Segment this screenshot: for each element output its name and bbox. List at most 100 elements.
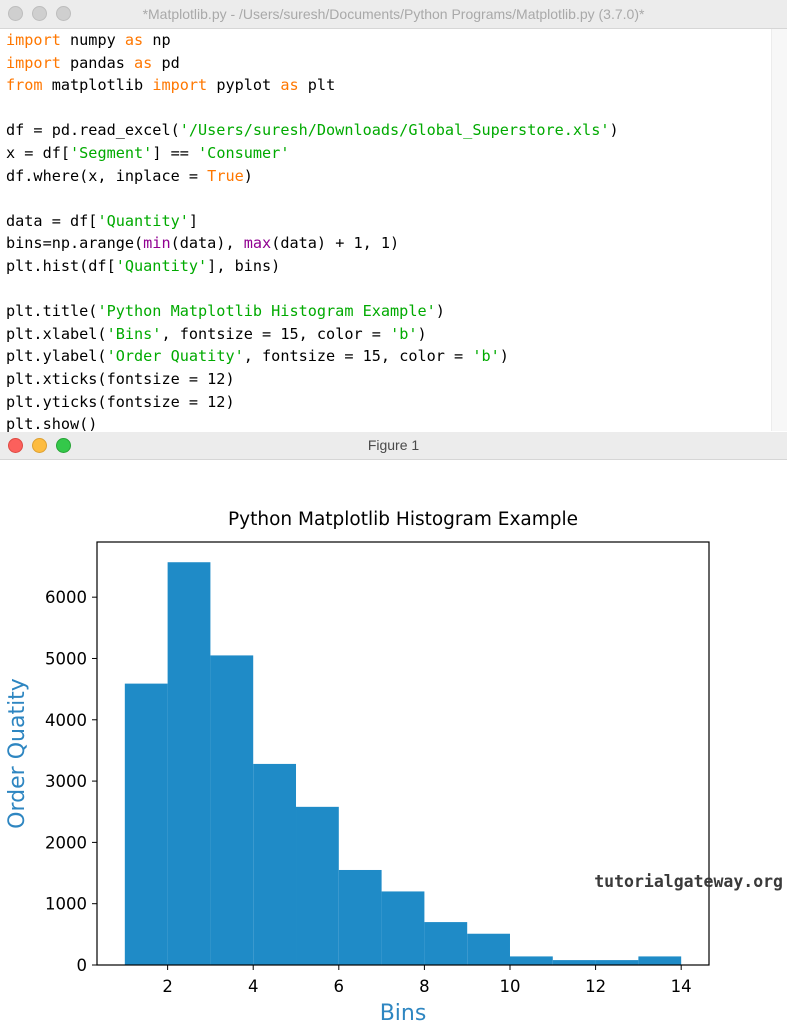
x-tick-label: 10 (499, 977, 520, 996)
code-token: data = df[ (6, 211, 98, 230)
histogram-bar (124, 683, 168, 965)
code-token: ] == (152, 143, 199, 162)
code-token-str: 'Segment' (70, 143, 153, 162)
code-editor[interactable]: import numpy as np import pandas as pd fro… (6, 29, 771, 433)
code-line[interactable]: df = pd.read_excel('/Users/suresh/Downlo… (6, 119, 771, 142)
window-controls (8, 6, 71, 21)
idle-editor-window: *Matplotlib.py - /Users/suresh/Documents… (0, 0, 787, 433)
x-tick-label: 14 (671, 977, 692, 996)
code-token: np (143, 31, 171, 49)
figure-window-title: Figure 1 (367, 437, 420, 453)
x-tick-label: 4 (248, 977, 259, 996)
code-line[interactable]: data = df['Quantity'] (6, 210, 771, 233)
figure-close-button[interactable] (8, 438, 23, 453)
histogram-bar (595, 960, 639, 965)
code-line[interactable] (6, 187, 771, 210)
code-line[interactable]: plt.xlabel('Bins', fontsize = 15, color … (6, 323, 771, 346)
code-line[interactable]: import pandas as pd (6, 52, 771, 75)
code-token: plt.title( (6, 302, 98, 321)
code-token: , fontsize = 15, color = (161, 324, 391, 343)
plot-frame (96, 541, 710, 966)
editor-window-title: *Matplotlib.py - /Users/suresh/Documents… (142, 6, 645, 22)
code-token: ], bins) (207, 256, 281, 275)
histogram-bar (167, 562, 211, 965)
code-line[interactable]: plt.ylabel('Order Quatity', fontsize = 1… (6, 345, 771, 368)
y-tick-label: 0 (77, 956, 88, 975)
code-token-str: 'Quantity' (97, 211, 189, 230)
code-token-str: 'Quantity' (115, 256, 208, 275)
y-tick-label: 3000 (45, 772, 87, 791)
code-token: numpy (60, 31, 125, 49)
code-token-str: 'Bins' (106, 324, 162, 343)
x-tick-label: 12 (585, 977, 606, 996)
code-token: matplotlib (42, 76, 153, 95)
minimize-button[interactable] (32, 6, 47, 21)
x-tick-label: 8 (419, 977, 430, 996)
code-token: , fontsize = 15, color = (243, 347, 473, 366)
figure-title-bar[interactable]: Figure 1 (0, 432, 787, 460)
histogram-bar (509, 956, 553, 965)
code-line[interactable]: plt.yticks(fontsize = 12) (6, 391, 771, 414)
code-token-str: 'Consumer' (198, 143, 290, 162)
histogram-bar (381, 891, 425, 965)
code-token: (data) + 1, 1) (271, 234, 400, 253)
histogram-bar (296, 806, 339, 965)
code-line[interactable]: df.where(x, inplace = True) (6, 165, 771, 188)
code-token-kw: as (124, 31, 144, 49)
editor-title-bar[interactable]: *Matplotlib.py - /Users/suresh/Documents… (0, 0, 787, 29)
histogram-bar (552, 960, 596, 965)
code-token: bins=np.arange( (6, 234, 144, 253)
code-line[interactable] (6, 278, 771, 301)
code-line[interactable]: plt.xticks(fontsize = 12) (6, 368, 771, 391)
code-token: df = pd.read_excel( (6, 121, 180, 140)
code-token-kw: import (6, 53, 61, 72)
code-token: ) (609, 121, 619, 140)
histogram-bar (338, 869, 382, 965)
figure-window: Figure 1 2 4 6 8 10 12 14 0 1000 2000 3000 4000 5000… (0, 432, 787, 1024)
code-token: ) (417, 324, 427, 343)
close-button[interactable] (8, 6, 23, 21)
figure-minimize-button[interactable] (32, 438, 47, 453)
code-line[interactable]: bins=np.arange(min(data), max(data) + 1,… (6, 232, 771, 255)
code-token: plt (298, 76, 336, 95)
code-token-kw: import (6, 31, 61, 49)
x-tick-label: 2 (162, 977, 173, 996)
code-line[interactable]: plt.hist(df['Quantity'], bins) (6, 255, 771, 278)
code-token: pyplot (207, 76, 281, 95)
code-token: plt.ylabel( (6, 347, 107, 366)
histogram-bar (467, 933, 510, 965)
code-token-kw: True (207, 166, 244, 185)
code-token: df.where(x, inplace = (6, 166, 208, 185)
y-tick-label: 2000 (45, 833, 87, 852)
code-token-str: 'b' (390, 324, 418, 343)
histogram-bar (638, 956, 682, 965)
figure-zoom-button[interactable] (56, 438, 71, 453)
y-axis-label: Order Quatity (5, 678, 30, 829)
code-line[interactable]: plt.show() (6, 413, 771, 436)
code-token-str: '/Users/suresh/Downloads/Global_Supersto… (179, 121, 610, 140)
y-tick-label: 4000 (45, 711, 87, 730)
code-line[interactable]: import numpy as np (6, 29, 771, 52)
x-axis-label: Bins (380, 1001, 427, 1024)
code-token-str: 'b' (472, 347, 500, 366)
code-line[interactable]: plt.title('Python Matplotlib Histogram E… (6, 300, 771, 323)
x-tick-label: 6 (334, 977, 345, 996)
code-line[interactable]: from matplotlib import pyplot as plt (6, 74, 771, 97)
code-line[interactable] (6, 97, 771, 120)
code-token: plt.hist(df[ (6, 256, 116, 275)
code-token-bi: min (143, 234, 171, 253)
code-line[interactable]: x = df['Segment'] == 'Consumer' (6, 142, 771, 165)
code-token-kw: as (134, 53, 153, 72)
code-token-str: 'Python Matplotlib Histogram Example' (97, 302, 436, 321)
histogram-bar (210, 655, 254, 965)
editor-scrollbar[interactable] (771, 29, 787, 431)
code-token-kw: as (280, 76, 299, 95)
code-token: ) (499, 347, 509, 366)
histogram-chart: 2 4 6 8 10 12 14 0 1000 2000 3000 4000 5000 6000 Pytho… (5, 509, 783, 1024)
watermark-text: tutorialgateway.org (594, 872, 783, 891)
code-token: plt.xlabel( (6, 324, 107, 343)
figure-window-controls (8, 438, 71, 453)
zoom-button[interactable] (56, 6, 71, 21)
code-token-kw: import (152, 76, 208, 95)
